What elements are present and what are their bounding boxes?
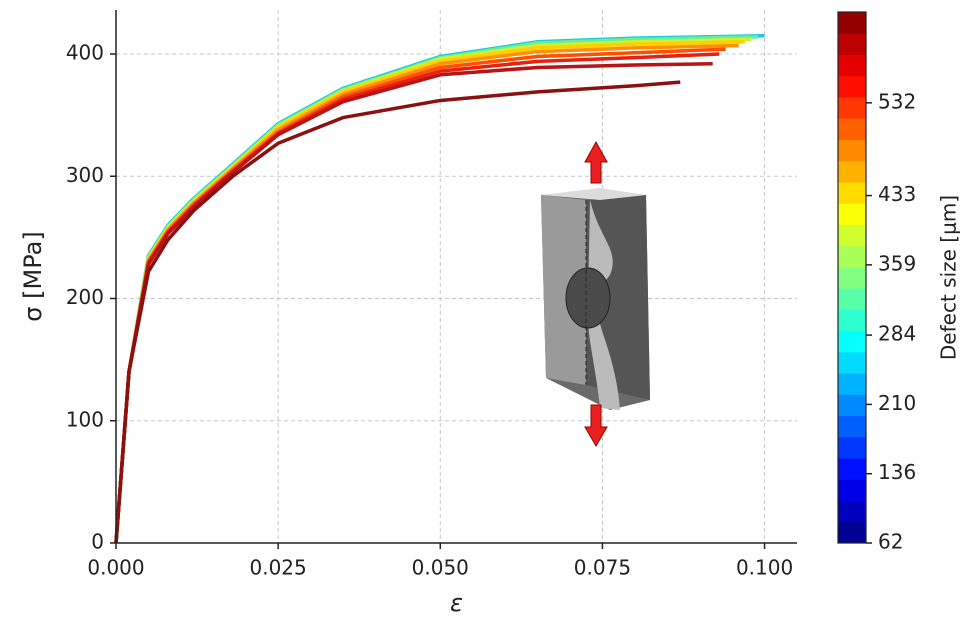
colorbar-band bbox=[838, 458, 866, 480]
colorbar-band bbox=[838, 394, 866, 417]
colorbar-band bbox=[838, 436, 866, 459]
specimen-inset bbox=[541, 140, 650, 447]
colorbar-label: Defect size [μm] bbox=[937, 195, 961, 360]
colorbar-band bbox=[838, 12, 866, 34]
colorbar-band bbox=[838, 288, 866, 310]
colorbar-band bbox=[838, 500, 866, 523]
colorbar-band bbox=[838, 33, 866, 55]
colorbar-band bbox=[838, 96, 866, 119]
colorbar-band bbox=[838, 181, 866, 204]
x-tick-label: 0.025 bbox=[250, 556, 307, 580]
colorbar-band bbox=[838, 224, 866, 247]
colorbar-band bbox=[838, 139, 866, 162]
x-tick-label: 0.075 bbox=[574, 556, 631, 580]
colorbar-band bbox=[838, 521, 866, 544]
colorbar-band bbox=[838, 54, 866, 77]
x-axis-label: ε bbox=[450, 589, 463, 617]
x-tick-label: 0.000 bbox=[87, 556, 144, 580]
colorbar-band bbox=[838, 118, 866, 140]
colorbar-frame bbox=[837, 11, 867, 544]
y-tick-label: 400 bbox=[66, 41, 104, 65]
colorbar-band bbox=[838, 479, 866, 502]
y-tick-label: 100 bbox=[66, 407, 104, 431]
stress-strain-curve bbox=[114, 80, 681, 544]
colorbar-tick-label: 136 bbox=[878, 460, 916, 484]
colorbar-band bbox=[838, 351, 866, 374]
colorbar-tick-label: 62 bbox=[878, 530, 903, 554]
y-tick-label: 300 bbox=[66, 163, 104, 187]
colorbar-tick-label: 532 bbox=[878, 89, 916, 113]
stress-strain-curve bbox=[114, 37, 752, 544]
colorbar-band bbox=[838, 309, 866, 332]
colorbar-tick-label: 433 bbox=[878, 182, 916, 206]
colorbar-tick-label: 284 bbox=[878, 322, 916, 346]
colorbar-band bbox=[838, 203, 866, 225]
colorbar-tick-label: 359 bbox=[878, 251, 916, 275]
colorbar-band bbox=[838, 75, 866, 98]
x-tick-label: 0.100 bbox=[736, 556, 793, 580]
y-tick-label: 0 bbox=[91, 530, 104, 554]
y-tick-label: 200 bbox=[66, 285, 104, 309]
colorbar-band bbox=[838, 330, 866, 353]
colorbar-band bbox=[838, 373, 866, 395]
colorbar-band bbox=[838, 245, 866, 268]
stress-strain-curve bbox=[114, 40, 746, 544]
colorbar-band bbox=[838, 415, 866, 438]
colorbar-band bbox=[838, 266, 866, 289]
x-tick-label: 0.050 bbox=[412, 556, 469, 580]
colorbar-band bbox=[838, 160, 866, 183]
colorbar-tick-label: 210 bbox=[878, 391, 916, 415]
stress-strain-curve bbox=[114, 35, 759, 544]
y-axis-label: σ [MPa] bbox=[19, 231, 47, 321]
